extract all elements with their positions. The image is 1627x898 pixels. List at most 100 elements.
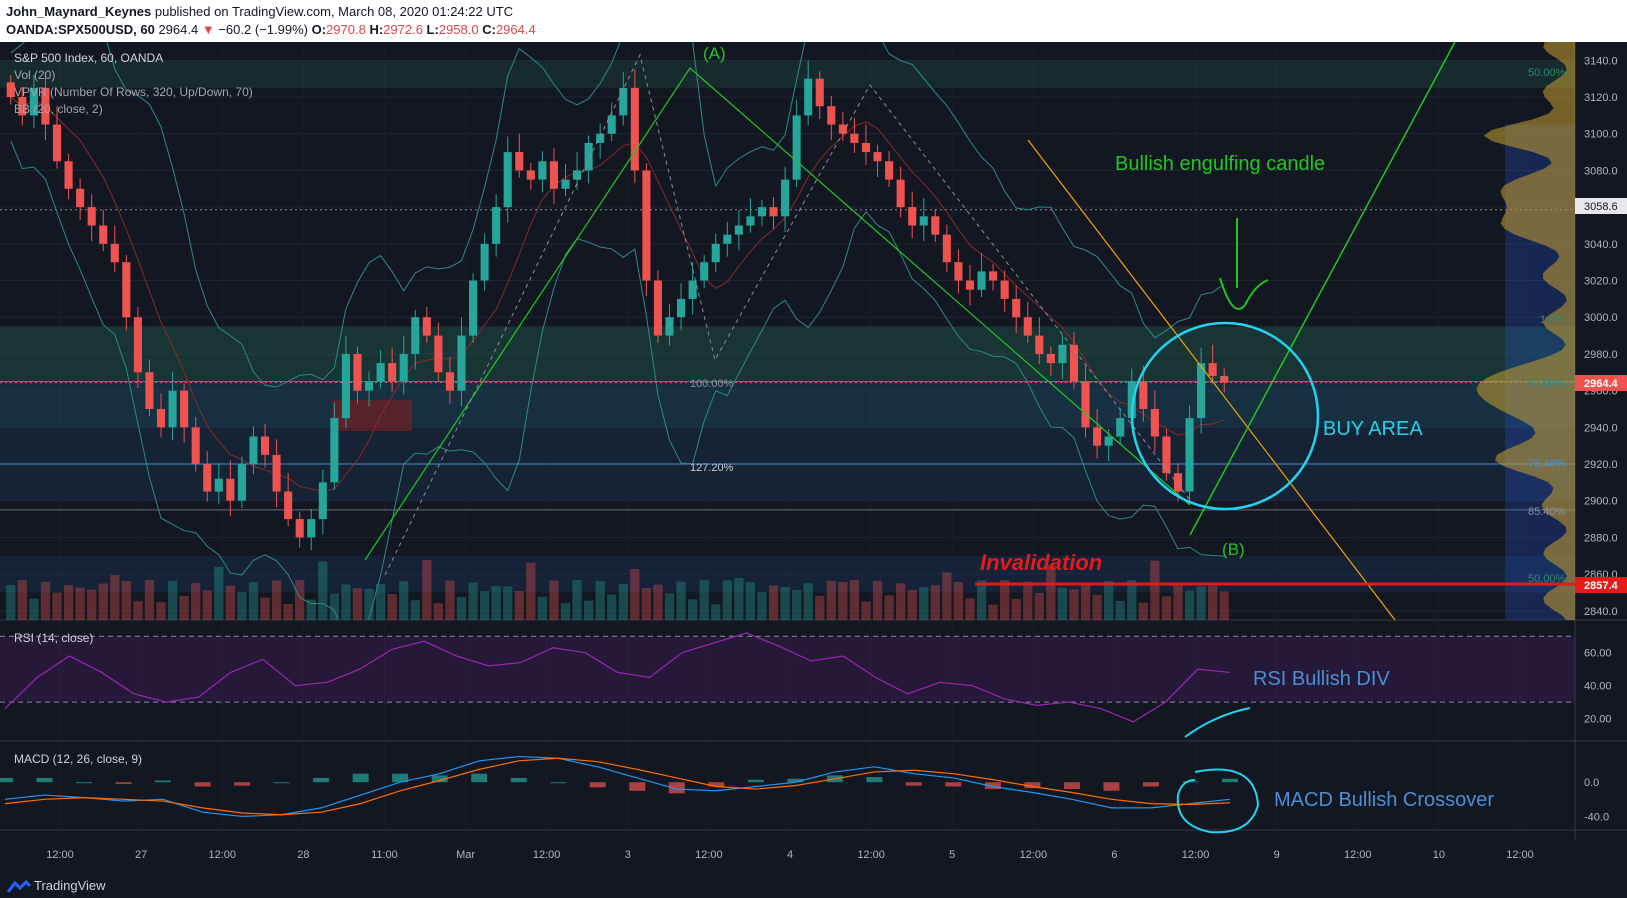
rsi-pane: 60.00 40.00 20.00: [0, 632, 1612, 738]
volume-bar: [1127, 580, 1137, 620]
footer: TradingView: [0, 874, 1627, 898]
candle-body: [873, 152, 882, 162]
volume-bar: [491, 586, 501, 620]
buy-area-circle: [1130, 321, 1320, 511]
volume-bar: [121, 580, 131, 620]
candle-body: [318, 482, 327, 520]
volume-bar: [410, 600, 420, 620]
volume-bar: [387, 594, 397, 620]
volume-bar: [329, 593, 339, 620]
volume-bar: [422, 560, 432, 620]
macd-tick-label: 0.0: [1584, 777, 1599, 789]
candle-body: [1035, 335, 1044, 354]
price-tick-label: 2920.0: [1584, 459, 1618, 471]
candle-body: [122, 262, 131, 318]
macd-histogram-bar: [1182, 781, 1199, 783]
candle-body: [295, 519, 304, 538]
macd-histogram-bar: [115, 782, 132, 784]
candle-body: [260, 436, 270, 455]
candle-body: [642, 170, 651, 281]
candle-body: [307, 519, 316, 538]
svg-text:2857.4: 2857.4: [1584, 580, 1619, 592]
volume-bar: [52, 592, 62, 620]
volume-bar: [179, 596, 189, 620]
volume-bar: [260, 597, 270, 620]
candle-body: [607, 115, 616, 134]
legend-vol[interactable]: Vol (20): [14, 68, 55, 82]
candle-body: [989, 271, 998, 281]
volume-bar: [1115, 600, 1125, 620]
time-tick-label: 12:00: [1344, 849, 1372, 861]
candle-body: [145, 372, 154, 409]
volume-bar: [861, 601, 871, 620]
candle-body: [515, 152, 524, 171]
time-tick-label: 12:00: [46, 849, 74, 861]
volume-bar: [1150, 560, 1160, 620]
candle-body: [850, 133, 859, 143]
candle-body: [191, 427, 200, 465]
candle-body: [781, 179, 790, 217]
candle-body: [792, 115, 801, 180]
price-tick-label: 3000.0: [1584, 312, 1618, 324]
volume-bar: [676, 581, 686, 620]
macd-histogram-bar: [1063, 782, 1080, 790]
volume-bar: [930, 585, 940, 620]
author-name[interactable]: John_Maynard_Keynes: [6, 4, 152, 19]
brand-name[interactable]: TradingView: [34, 878, 106, 893]
candle-body: [965, 280, 975, 290]
wave-a-label: (A): [703, 44, 726, 63]
price-tick-label: 2980.0: [1584, 349, 1618, 361]
time-tick-label: 12:00: [1182, 849, 1210, 861]
candle-body: [827, 106, 836, 125]
candle-body: [249, 436, 258, 465]
candle-body: [1069, 344, 1079, 382]
price-tick-label: 3080.0: [1584, 165, 1618, 177]
volume-bar: [341, 584, 351, 620]
volume-bar: [572, 580, 582, 620]
candle-body: [99, 225, 108, 244]
macd-cross-note: MACD Bullish Crossover: [1274, 789, 1494, 811]
legend-title[interactable]: S&P 500 Index, 60, OANDA: [14, 51, 163, 65]
candle-body: [480, 243, 489, 281]
volume-bar: [988, 604, 998, 620]
chart-header: John_Maynard_Keynes published on Trading…: [0, 0, 1627, 42]
rsi-label[interactable]: RSI (14, close): [14, 631, 93, 645]
time-tick-label: 10: [1433, 849, 1445, 861]
macd-label[interactable]: MACD (12, 26, close, 9): [14, 752, 142, 766]
fib-label-127: 127.20%: [690, 462, 734, 474]
candle-body: [711, 243, 720, 263]
low-value: 2958.0: [438, 22, 479, 37]
symbol-label[interactable]: OANDA:SPX500USD, 60: [6, 22, 155, 37]
volume-bar: [745, 582, 756, 620]
volume-bar: [40, 581, 51, 620]
candlesticks: [6, 60, 1229, 551]
volume-bar: [942, 572, 952, 620]
volume-bar: [1161, 596, 1172, 620]
candle-body: [561, 179, 570, 189]
volume-bar: [456, 596, 467, 620]
legend-bb[interactable]: BB (20, close, 2): [14, 102, 103, 116]
price-axis: [1575, 42, 1627, 874]
candle-body: [52, 124, 62, 162]
volume-bar: [75, 587, 85, 620]
volume-bar: [225, 585, 235, 620]
volume-bar: [191, 583, 201, 620]
volume-bar: [907, 589, 917, 620]
volume-bar: [1173, 582, 1183, 620]
volume-bar: [133, 601, 143, 620]
candle-body: [133, 317, 142, 373]
volume-bar: [1034, 592, 1044, 620]
volume-bar: [1104, 581, 1114, 620]
price-tick-label: 2900.0: [1584, 496, 1618, 508]
macd-tick-label: -40.0: [1584, 811, 1609, 823]
volume-bar: [896, 583, 906, 620]
volume-bar: [17, 580, 27, 620]
legend-vpvr[interactable]: VPVR (Number Of Rows, 320, Up/Down, 70): [14, 85, 253, 99]
volume-bars: [6, 560, 1229, 620]
candle-body: [364, 381, 374, 391]
macd-histogram-bar: [866, 777, 883, 783]
macd-histogram-bar: [787, 778, 804, 783]
badge-invalidation: 2857.4: [1575, 577, 1627, 593]
candle-body: [1127, 381, 1136, 419]
